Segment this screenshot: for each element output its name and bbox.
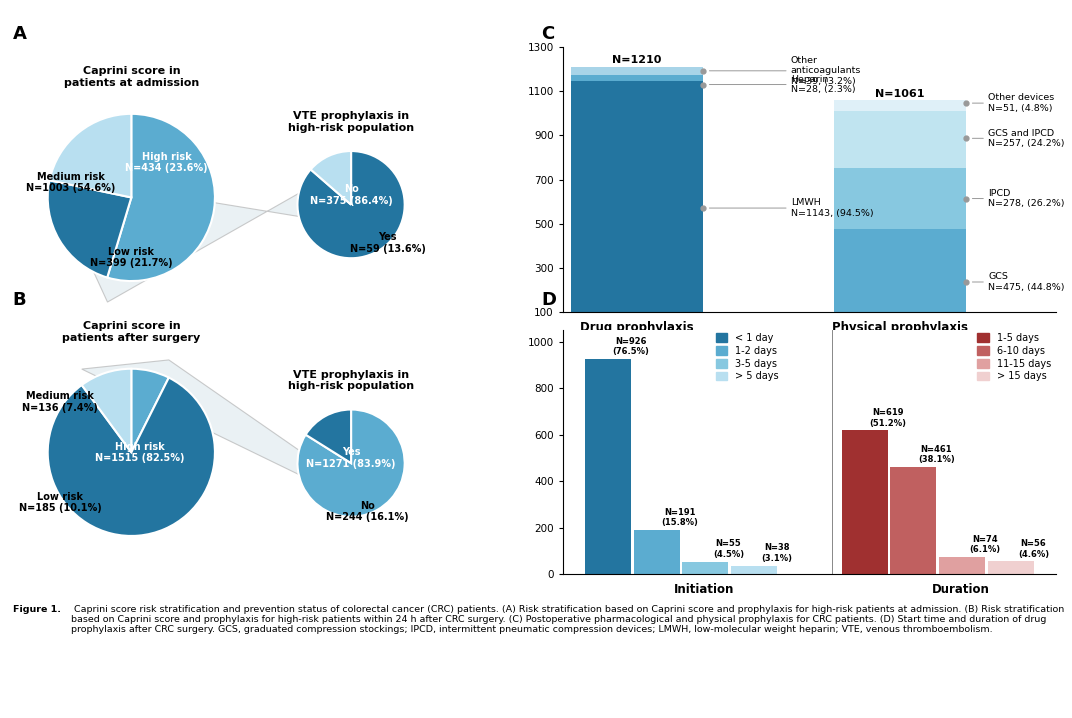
Bar [571,81,702,335]
Text: Yes
N=59 (13.6%): Yes N=59 (13.6%) [349,233,426,254]
Text: N=926
(76.5%): N=926 (76.5%) [613,337,650,356]
Text: C: C [541,26,554,44]
Text: IPCD
N=278, (26.2%): IPCD N=278, (26.2%) [988,189,1064,208]
Text: N=56
(4.6%): N=56 (4.6%) [1018,539,1049,559]
Text: Figure 1.: Figure 1. [13,605,61,614]
Text: N=1210: N=1210 [612,55,661,65]
Text: LMWH
N=1143, (94.5%): LMWH N=1143, (94.5%) [791,198,874,218]
Legend: 1-5 days, 6-10 days, 11-15 days, > 15 days: 1-5 days, 6-10 days, 11-15 days, > 15 da… [978,332,1051,381]
Wedge shape [49,114,132,197]
Bar [834,168,966,229]
Text: Caprini score risk stratification and prevention status of colorectal cancer (CR: Caprini score risk stratification and pr… [71,605,1064,635]
Text: High risk
N=1515 (82.5%): High risk N=1515 (82.5%) [95,442,184,463]
Text: D: D [541,292,556,309]
Wedge shape [47,378,214,536]
Text: N=461
(38.1%): N=461 (38.1%) [918,445,955,465]
Text: N=55
(4.5%): N=55 (4.5%) [713,539,744,559]
Bar [634,530,680,574]
Text: GCS and IPCD
N=257, (24.2%): GCS and IPCD N=257, (24.2%) [988,129,1064,148]
Text: N=1061: N=1061 [875,89,924,98]
Text: No
N=244 (16.1%): No N=244 (16.1%) [326,500,408,522]
Title: VTE prophylaxis in
high-risk population: VTE prophylaxis in high-risk population [288,111,414,133]
Title: Caprini score in
patients after surgery: Caprini score in patients after surgery [62,321,200,343]
Bar [834,111,966,168]
Text: Heparin
N=28, (2.3%): Heparin N=28, (2.3%) [791,75,855,94]
Bar [842,431,888,574]
Text: Medium risk
N=136 (7.4%): Medium risk N=136 (7.4%) [23,391,99,413]
Bar [571,67,702,75]
Wedge shape [48,180,131,278]
Text: A: A [13,26,27,44]
Text: N=619
(51.2%): N=619 (51.2%) [869,409,906,428]
Text: B: B [13,292,27,309]
Wedge shape [81,369,132,452]
Bar [585,359,631,574]
Text: Medium risk
N=1003 (54.6%): Medium risk N=1003 (54.6%) [27,172,116,193]
Wedge shape [107,114,214,281]
Bar [683,561,728,574]
Text: GCS
N=475, (44.8%): GCS N=475, (44.8%) [988,272,1064,292]
Text: Other devices
N=51, (4.8%): Other devices N=51, (4.8%) [988,93,1055,113]
Bar [891,467,936,574]
Wedge shape [298,151,404,258]
Text: Low risk
N=399 (21.7%): Low risk N=399 (21.7%) [90,247,173,269]
Text: Other
anticoagulants
N=39, (3.2%): Other anticoagulants N=39, (3.2%) [791,56,861,85]
Bar [834,229,966,335]
Text: High risk
N=434 (23.6%): High risk N=434 (23.6%) [125,151,208,173]
Wedge shape [311,151,352,205]
Text: N=38
(3.1%): N=38 (3.1%) [761,544,792,563]
Title: Caprini score in
patients at admission: Caprini score in patients at admission [63,66,199,88]
Title: VTE prophylaxis in
high-risk population: VTE prophylaxis in high-risk population [288,370,414,391]
Text: Low risk
N=185 (10.1%): Low risk N=185 (10.1%) [19,492,102,513]
Bar [939,557,985,574]
Text: N=74
(6.1%): N=74 (6.1%) [969,535,1000,554]
Bar [987,561,1033,574]
Wedge shape [131,369,168,452]
Wedge shape [298,409,404,517]
Bar [731,566,777,574]
Text: No
N=375 (86.4%): No N=375 (86.4%) [310,185,392,206]
Bar [571,75,702,81]
Text: N=191
(15.8%): N=191 (15.8%) [661,508,698,527]
Wedge shape [306,409,352,463]
Bar [834,100,966,111]
Text: Yes
N=1271 (83.9%): Yes N=1271 (83.9%) [307,447,396,469]
